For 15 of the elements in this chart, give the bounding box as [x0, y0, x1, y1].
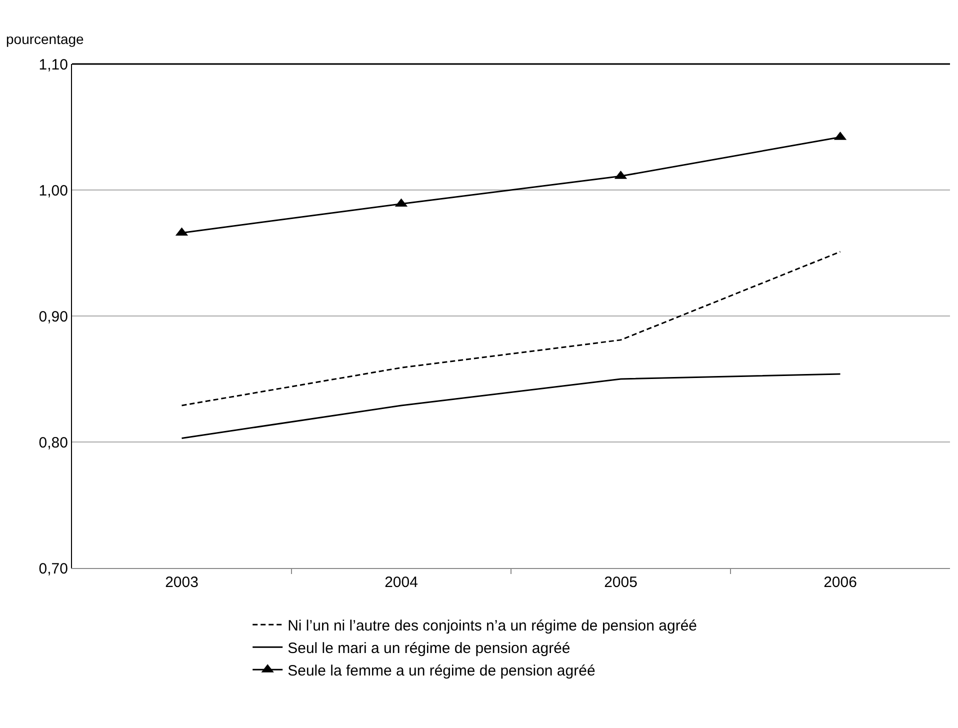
x-tick-label: 2006 — [824, 574, 857, 591]
legend-label: Ni l’un ni l’autre des conjoints n’a un régime de pension agréé — [288, 617, 698, 634]
y-tick-label: 0,70 — [38, 560, 68, 578]
x-tick-label: 2005 — [604, 574, 638, 591]
y-tick-label: 0,80 — [38, 434, 68, 452]
legend-label: Seule la femme a un régime de pension agréé — [288, 662, 596, 680]
y-tick-label: 1,10 — [38, 56, 68, 74]
x-tick-label: 2003 — [165, 574, 198, 591]
x-tick-label: 2004 — [384, 574, 418, 591]
line-series — [181, 373, 841, 439]
y-tick-label: 1,00 — [38, 182, 68, 200]
y-tick-label: 0,90 — [38, 308, 68, 326]
line-series — [181, 250, 841, 406]
legend-label: Seul le mari a un régime de pension agréé — [288, 640, 570, 657]
y-axis-title: pourcentage — [6, 31, 84, 47]
